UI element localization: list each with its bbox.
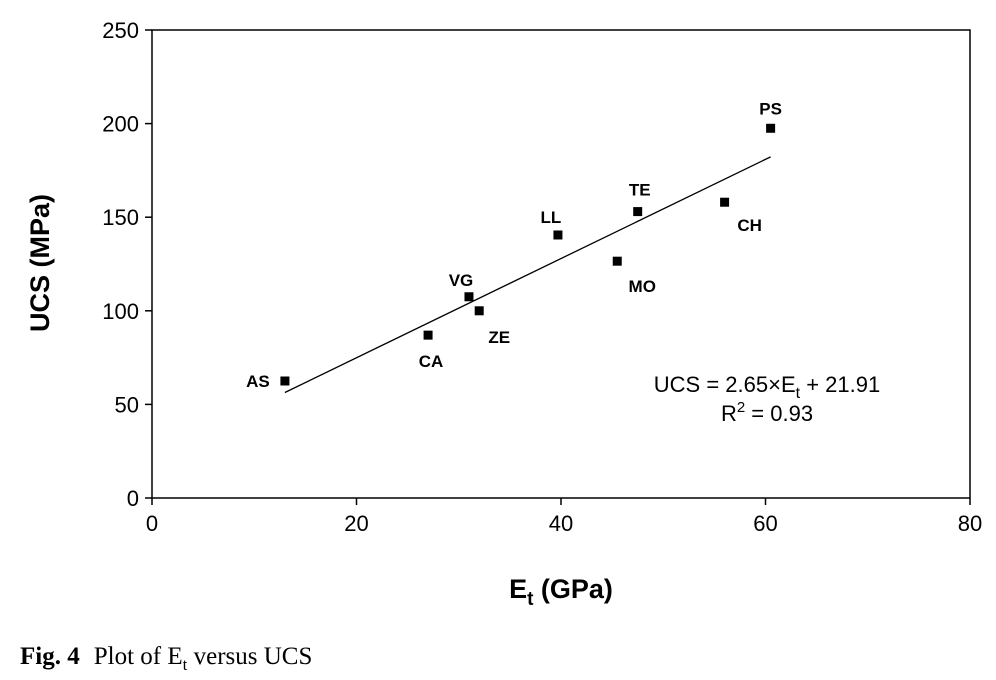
point-label-ll: LL: [541, 208, 562, 227]
y-axis-title: UCS (MPa): [25, 194, 55, 332]
trend-line: [284, 156, 771, 394]
ticks: 0 20 40 60 80 0 50 100 150 200 250: [102, 18, 982, 536]
point-label-ch: CH: [737, 216, 762, 235]
fit-layer: [284, 156, 771, 394]
data-point-te: [633, 207, 643, 217]
x-axis-title: Et (GPa): [509, 574, 613, 610]
y-tick-label: 50: [115, 392, 139, 417]
plot-frame: [151, 29, 971, 499]
x-axis-title-sub: t: [527, 589, 534, 610]
caption-text-pre: Plot of E: [93, 643, 183, 670]
y-tick-label: 0: [127, 486, 139, 511]
data-point-as: [280, 376, 290, 386]
point-label-mo: MO: [629, 277, 656, 296]
y-tick-label: 200: [102, 112, 139, 137]
r-squared-sup: 2: [737, 399, 745, 416]
point-label-ca: CA: [419, 352, 444, 371]
data-point-ze: [474, 306, 484, 316]
axes: [151, 29, 971, 499]
figure-caption: Fig. 4 Plot of Et versus UCS: [20, 643, 312, 675]
x-tick-label: 20: [344, 511, 368, 536]
data-point-ps: [766, 123, 776, 133]
x-axis-title-rest: (GPa): [533, 574, 613, 604]
caption-text-sub: t: [182, 655, 188, 674]
points-layer: [280, 123, 776, 386]
caption-text-post: versus UCS: [187, 643, 313, 670]
r-squared-post: = 0.93: [745, 401, 813, 426]
point-label-vg: VG: [449, 271, 474, 290]
fit-equation-sub: t: [796, 385, 801, 402]
data-point-ll: [553, 230, 563, 240]
fit-equation-post: + 21.91: [800, 372, 880, 397]
y-tick-label: 100: [102, 299, 139, 324]
data-point-mo: [612, 256, 622, 266]
point-label-ze: ZE: [488, 328, 510, 347]
data-point-vg: [464, 292, 474, 302]
point-label-as: AS: [246, 372, 270, 391]
y-tick-label: 250: [102, 18, 139, 43]
point-label-ps: PS: [759, 99, 782, 118]
x-tick-label: 40: [549, 511, 573, 536]
x-tick-label: 80: [958, 511, 982, 536]
fit-equation: UCS = 2.65×Et + 21.91: [654, 372, 880, 402]
x-tick-label: 60: [753, 511, 777, 536]
point-label-te: TE: [629, 181, 651, 200]
r-squared-pre: R: [721, 401, 737, 426]
y-tick-label: 150: [102, 205, 139, 230]
x-axis-title-main: E: [509, 574, 527, 604]
caption-label: Fig. 4: [20, 643, 80, 670]
point-labels-layer: AS CA VG ZE LL MO TE CH PS: [246, 99, 782, 391]
scatter-chart: 0 20 40 60 80 0 50 100 150 200 250 AS CA VG ZE LL MO TE C…: [25, 18, 982, 610]
data-point-ca: [423, 330, 433, 340]
x-tick-label: 0: [146, 511, 158, 536]
r-squared: R2 = 0.93: [721, 399, 813, 426]
fit-equation-pre: UCS = 2.65×E: [654, 372, 796, 397]
data-point-ch: [720, 197, 730, 207]
